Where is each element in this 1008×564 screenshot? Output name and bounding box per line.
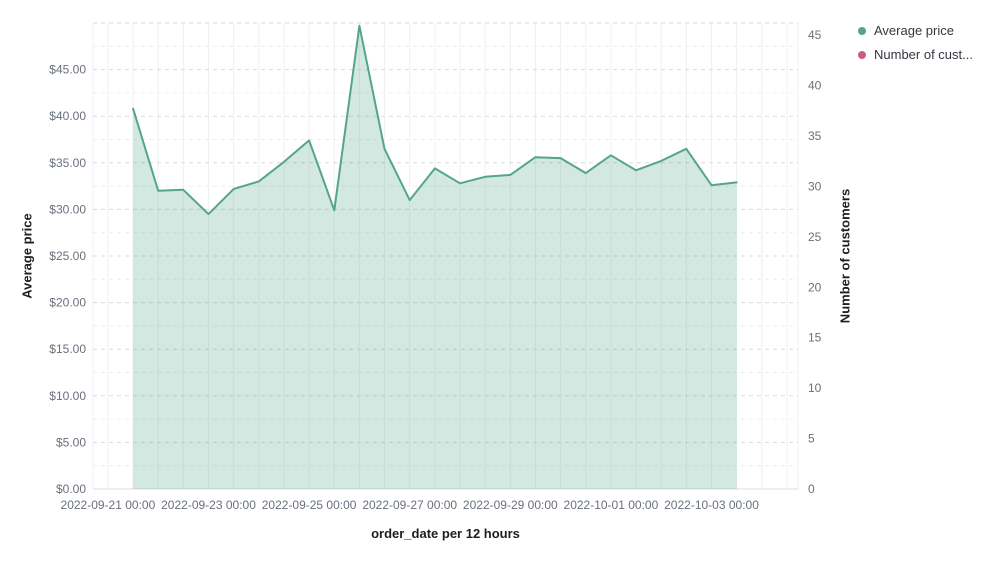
right-axis-tick-label: 25 — [808, 230, 822, 244]
legend-label: Average price — [874, 23, 954, 38]
right-axis-tick-label: 35 — [808, 129, 822, 143]
left-axis-tick-label: $35.00 — [49, 156, 86, 170]
right-axis-tick-labels: 0 5 10 15 20 25 30 35 40 45 — [808, 28, 822, 496]
minor-gridlines — [93, 45, 798, 467]
left-axis-tick-labels: $0.00 $5.00 $10.00 $15.00 $20.00 $25.00 $30.00… — [49, 63, 86, 496]
right-axis-tick-label: 10 — [808, 381, 822, 395]
legend-label: Number of cust... — [874, 47, 973, 62]
area-series-average-price — [132, 24, 738, 490]
left-axis-tick-label: $0.00 — [56, 482, 86, 496]
x-axis-tick-label: 2022-09-21 00:00 — [61, 498, 156, 512]
right-axis-title: Number of customers — [837, 188, 853, 324]
x-axis-tick-label: 2022-09-23 00:00 — [161, 498, 256, 512]
x-axis-tick-labels: 2022-09-21 00:00 2022-09-23 00:00 2022-09-… — [61, 498, 760, 512]
left-axis-tick-label: $10.00 — [49, 389, 86, 403]
right-axis-tick-label: 5 — [808, 432, 815, 446]
x-axis-tick-label: 2022-10-03 00:00 — [664, 498, 759, 512]
right-axis-tick-label: 15 — [808, 331, 822, 345]
right-axis-tick-label: 30 — [808, 179, 822, 193]
x-axis-tick-label: 2022-10-01 00:00 — [564, 498, 659, 512]
x-axis-tick-label: 2022-09-27 00:00 — [362, 498, 457, 512]
legend-dot-number-of-customers-icon — [858, 50, 866, 59]
legend-item-number-of-customers[interactable]: Number of cust... — [858, 47, 1006, 62]
legend-item-average-price[interactable]: Average price — [858, 23, 1006, 38]
left-axis-tick-label: $20.00 — [49, 296, 86, 310]
left-axis-title: Average price — [19, 213, 35, 299]
left-axis-tick-label: $30.00 — [49, 202, 86, 216]
left-axis-tick-label: $15.00 — [49, 342, 86, 356]
right-axis-tick-label: 40 — [808, 79, 822, 93]
left-axis-tick-label: $5.00 — [56, 435, 86, 449]
left-axis-tick-label: $40.00 — [49, 109, 86, 123]
x-axis-title: order_date per 12 hours — [371, 526, 520, 541]
right-axis-tick-label: 45 — [808, 28, 822, 42]
legend-dot-average-price-icon — [858, 26, 866, 35]
x-axis-tick-label: 2022-09-29 00:00 — [463, 498, 558, 512]
right-axis-tick-label: 20 — [808, 280, 822, 294]
x-axis-tick-label: 2022-09-25 00:00 — [262, 498, 357, 512]
right-axis-tick-label: 0 — [808, 482, 815, 496]
legend: Average price Number of cust... — [858, 23, 1006, 62]
left-axis-tick-label: $45.00 — [49, 63, 86, 77]
left-axis-tick-label: $25.00 — [49, 249, 86, 263]
major-gridlines — [93, 22, 798, 443]
